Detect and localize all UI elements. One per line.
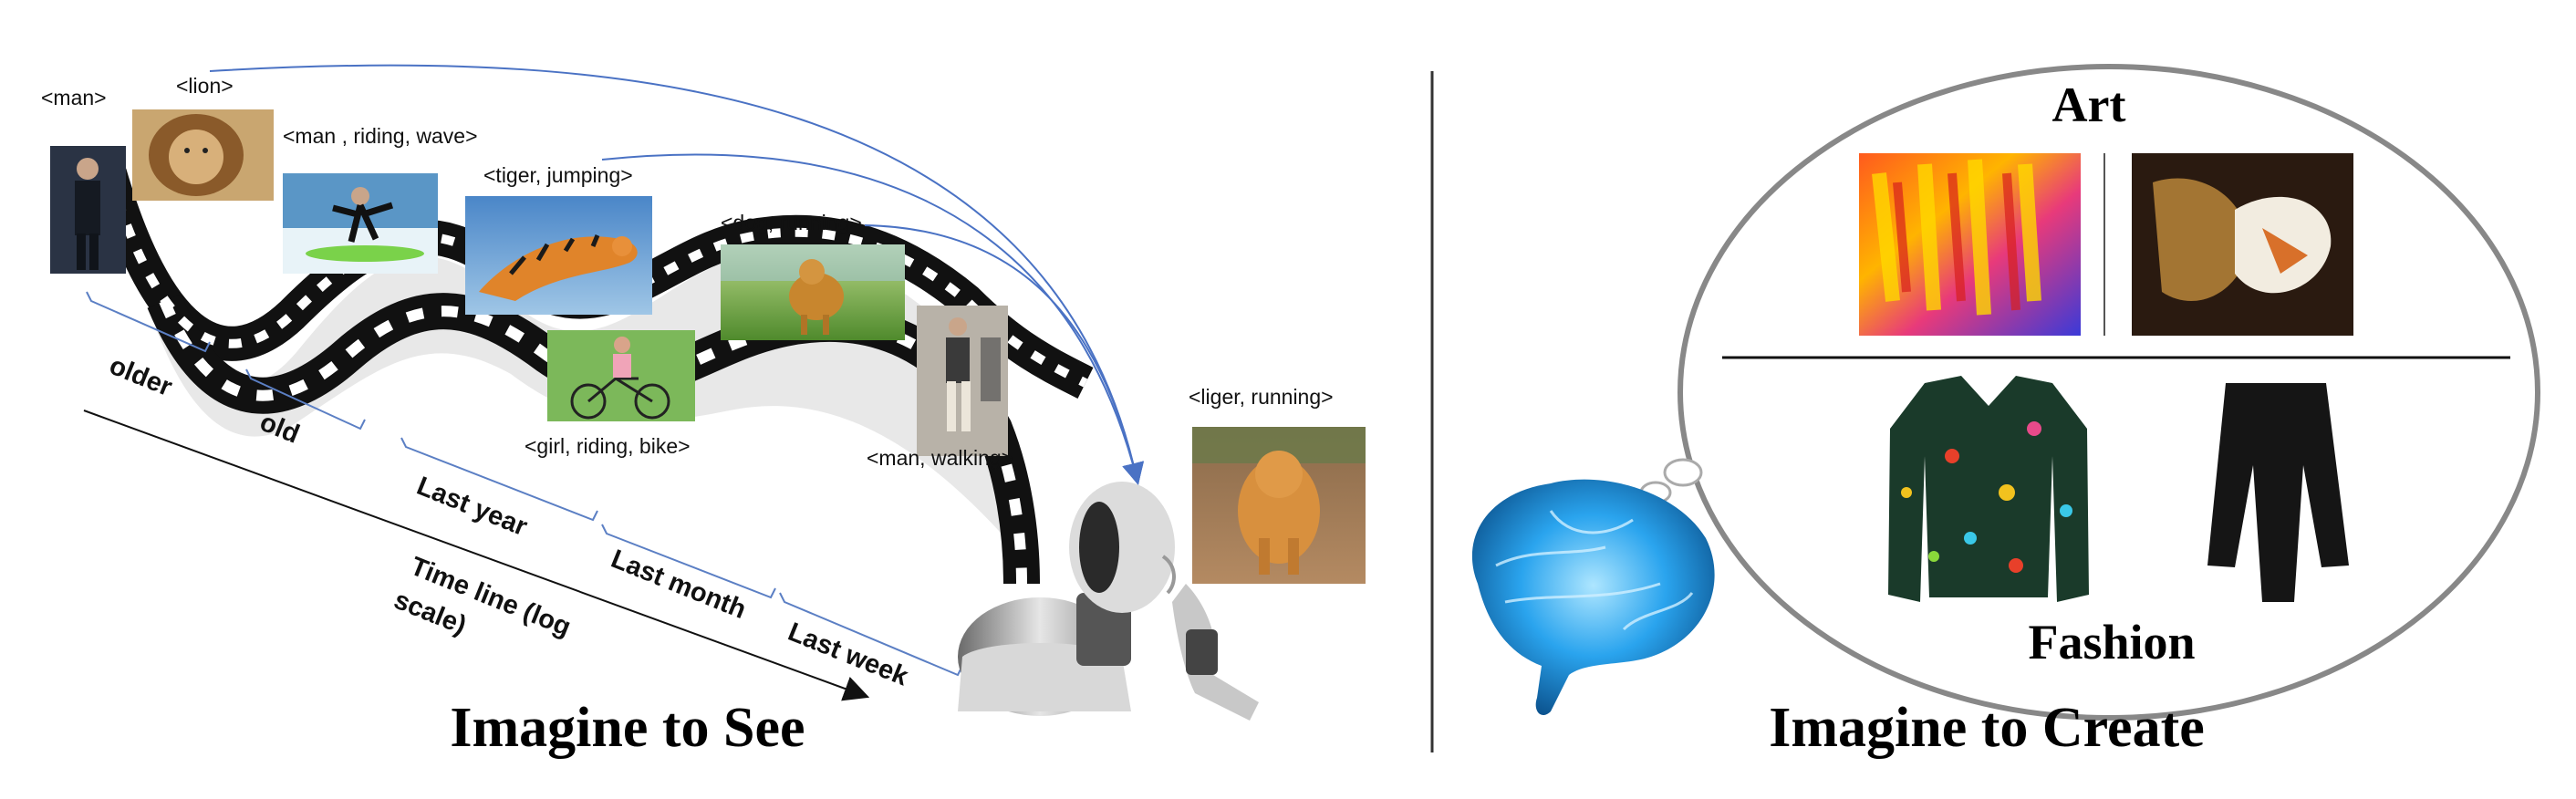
timeline-axis [83,410,870,701]
image-labels: <man> <lion> <man , riding, wave> <tiger… [41,74,1334,470]
memory-arrows [209,64,1145,485]
label-man: <man> [41,86,107,109]
photo-girl-bike [547,330,695,421]
label-lion: <lion> [176,74,234,98]
timeline-label-older: older [105,351,176,402]
art-title: Art [2052,78,2126,132]
photo-liger [1192,427,1366,584]
fashion-jacket [1852,365,2096,613]
label-dog-running: <dog, running> [721,211,862,234]
caption-imagine-to-see: Imagine to See [450,697,805,759]
photo-lion [132,109,274,201]
label-man-riding-wave: <man , riding, wave> [283,124,478,148]
photo-surfer [283,173,438,274]
left-panel: <man> <lion> <man , riding, wave> <tiger… [41,64,1366,759]
fashion-title: Fashion [2028,615,2195,669]
timeline-brackets [86,291,963,677]
caption-imagine-to-create: Imagine to Create [1769,697,2205,759]
art-image-2 [2132,153,2353,336]
right-panel: Art Fashion Imagine to [1471,64,2540,759]
label-liger-running: <liger, running> [1189,385,1334,409]
timeline-label-last-year: Last year [412,472,531,542]
fashion-trousers [2185,365,2367,613]
label-man-walking: <man, walking> [867,446,1013,470]
photo-dog [721,244,905,340]
photo-man [50,146,126,274]
label-tiger-jumping: <tiger, jumping> [483,163,633,187]
photo-tiger [465,196,652,315]
art-image-1 [1859,153,2081,336]
label-girl-riding-bike: <girl, riding, bike> [525,434,691,458]
photo-man-walking [917,306,1008,456]
brain-image [1471,479,1715,716]
timeline-label-last-month: Last month [607,545,750,625]
robot-thinker [958,482,1259,721]
